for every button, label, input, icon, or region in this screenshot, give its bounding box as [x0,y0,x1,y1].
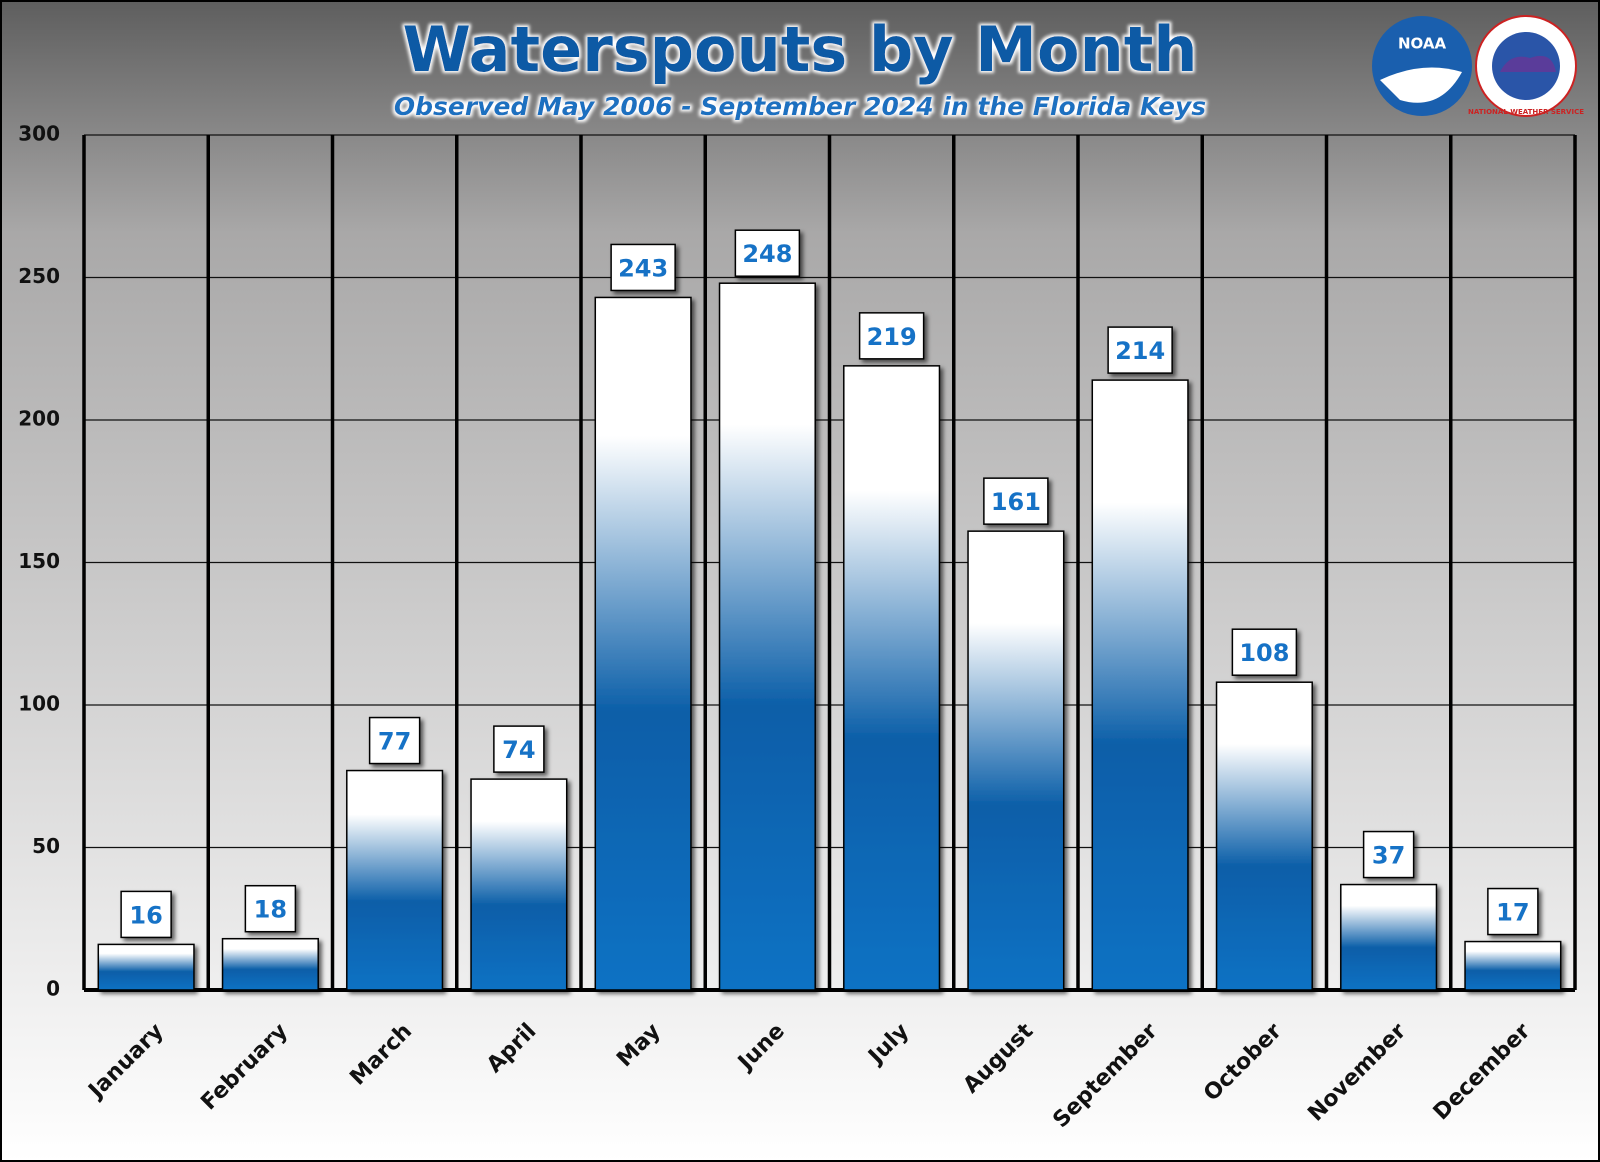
bar [967,530,1065,991]
chart-subtitle: Observed May 2006 - September 2024 in th… [394,92,1206,121]
value-label-box [120,890,172,939]
y-tick-label: 100 [18,692,60,716]
value-label: 18 [254,896,287,924]
bar [718,282,816,991]
noaa-logo: NOAA [1372,16,1472,116]
bar [97,943,195,991]
bar [1215,681,1313,991]
y-tick-label: 0 [46,977,60,1001]
value-label: 37 [1372,842,1405,870]
bar [594,296,692,991]
y-tick-label: 200 [18,407,60,431]
value-label-box [610,243,676,292]
value-label-box [1107,326,1173,374]
value-label-box [983,477,1049,525]
logo-text: NOAA [1398,35,1447,53]
value-label-box [1487,887,1539,936]
value-label-box [1231,628,1298,676]
value-label-box [368,716,421,765]
bar [1464,940,1562,991]
bar [346,769,444,991]
value-label: 77 [378,728,411,756]
chart-title: Waterspouts by Month [402,13,1197,86]
y-tick-label: 300 [18,122,60,146]
bar [221,937,319,991]
value-label-box [1362,830,1415,879]
y-tick-label: 250 [18,264,60,288]
value-label: 17 [1496,899,1529,927]
nws-logo: NATIONAL WEATHER SERVICE [1468,15,1584,117]
value-label: 74 [502,736,535,764]
y-tick-label: 50 [32,834,60,858]
value-label: 16 [129,901,162,929]
bar [470,778,568,991]
value-label: 243 [618,254,668,282]
value-label-box [244,884,297,933]
bar [1091,379,1189,991]
logo-text: NATIONAL WEATHER SERVICE [1468,108,1584,116]
value-label-box [858,312,925,360]
bar [1340,883,1438,991]
value-label: 219 [867,323,917,351]
value-label: 214 [1115,337,1165,365]
value-label: 108 [1239,639,1289,667]
value-label-box [493,725,545,773]
y-tick-label: 150 [18,549,60,573]
value-label: 248 [742,240,792,268]
value-label: 161 [991,488,1041,516]
bar [843,365,941,991]
value-label-box [734,229,801,277]
